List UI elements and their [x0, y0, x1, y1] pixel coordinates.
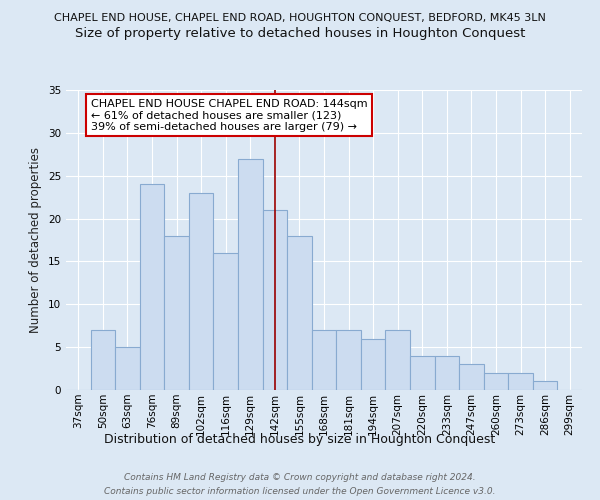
Bar — [508, 373, 533, 390]
Text: Contains HM Land Registry data © Crown copyright and database right 2024.: Contains HM Land Registry data © Crown c… — [124, 472, 476, 482]
Text: Contains public sector information licensed under the Open Government Licence v3: Contains public sector information licen… — [104, 488, 496, 496]
Bar — [385, 330, 410, 390]
Bar — [484, 373, 508, 390]
Bar — [115, 347, 140, 390]
Bar — [263, 210, 287, 390]
Bar — [459, 364, 484, 390]
Bar — [533, 382, 557, 390]
Bar — [410, 356, 434, 390]
Bar — [164, 236, 189, 390]
Bar — [140, 184, 164, 390]
Bar — [287, 236, 312, 390]
Bar — [238, 158, 263, 390]
Bar — [189, 193, 214, 390]
Text: Size of property relative to detached houses in Houghton Conquest: Size of property relative to detached ho… — [75, 28, 525, 40]
Y-axis label: Number of detached properties: Number of detached properties — [29, 147, 43, 333]
Bar — [336, 330, 361, 390]
Bar — [214, 253, 238, 390]
Text: CHAPEL END HOUSE CHAPEL END ROAD: 144sqm
← 61% of detached houses are smaller (1: CHAPEL END HOUSE CHAPEL END ROAD: 144sqm… — [91, 98, 367, 132]
Bar — [361, 338, 385, 390]
Bar — [434, 356, 459, 390]
Bar — [91, 330, 115, 390]
Text: CHAPEL END HOUSE, CHAPEL END ROAD, HOUGHTON CONQUEST, BEDFORD, MK45 3LN: CHAPEL END HOUSE, CHAPEL END ROAD, HOUGH… — [54, 12, 546, 22]
Bar — [312, 330, 336, 390]
Text: Distribution of detached houses by size in Houghton Conquest: Distribution of detached houses by size … — [104, 432, 496, 446]
